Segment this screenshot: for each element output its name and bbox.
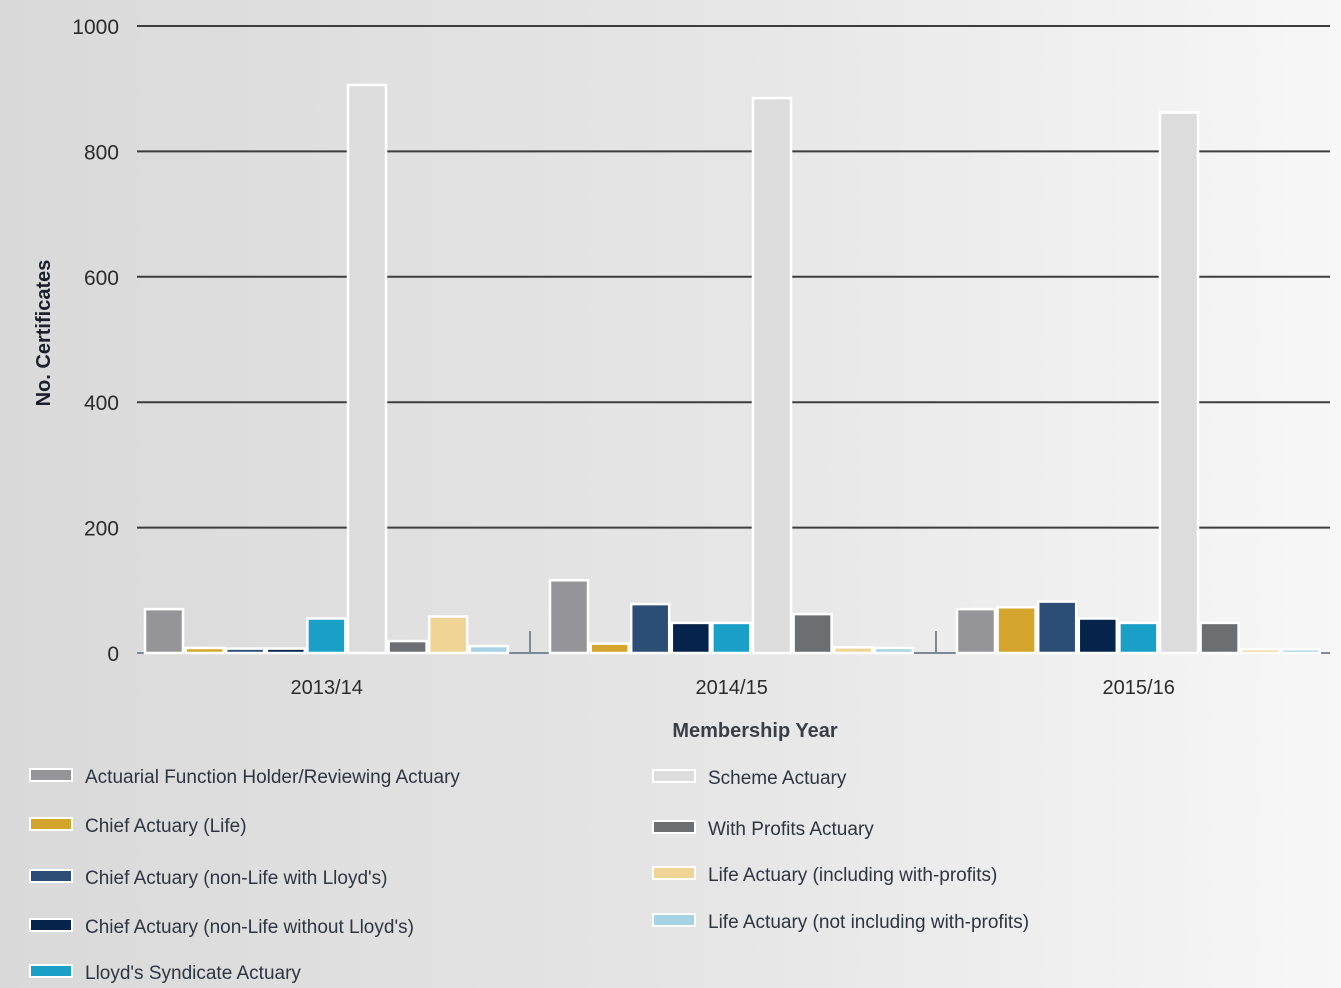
bar	[1118, 621, 1159, 655]
bar	[548, 579, 590, 655]
legend-label: Actuarial Function Holder/Reviewing Actu…	[85, 767, 460, 788]
x-tick-label: 2015/16	[1103, 677, 1175, 699]
legend-swatch	[29, 964, 73, 978]
x-tick-labels: 2013/14 2014/15 2015/16	[291, 677, 1175, 699]
legend-label: Chief Actuary (Life)	[85, 816, 247, 837]
bar	[1239, 647, 1281, 655]
bar	[629, 602, 671, 655]
legend: Actuarial Function Holder/Reviewing Actu…	[29, 767, 1029, 984]
bar	[224, 647, 266, 655]
bar	[265, 647, 307, 655]
legend-label: Scheme Actuary	[708, 768, 847, 789]
bar	[1077, 617, 1119, 655]
y-axis-label: No. Certificates	[33, 260, 55, 407]
bar	[1158, 111, 1200, 655]
bar	[751, 96, 793, 655]
legend-label: Life Actuary (including with-profits)	[708, 865, 997, 886]
legend-label: Life Actuary (not including with-profits…	[708, 912, 1029, 933]
bar	[346, 83, 388, 655]
bar	[1199, 621, 1240, 655]
legend-swatch	[29, 817, 73, 831]
legend-label: Lloyd's Syndicate Actuary	[85, 963, 301, 983]
y-tick-label: 200	[84, 518, 119, 541]
x-axis-label: Membership Year	[672, 720, 837, 742]
bar	[670, 621, 712, 655]
legend-swatch	[652, 820, 696, 834]
bar	[427, 615, 469, 655]
bar	[1280, 647, 1322, 655]
bar	[832, 646, 874, 655]
legend-label: With Profits Actuary	[708, 819, 874, 840]
bar	[387, 639, 428, 655]
bar	[955, 607, 997, 655]
y-tick-label: 400	[84, 392, 119, 415]
legend-swatch	[652, 769, 696, 783]
legend-swatch	[29, 869, 73, 883]
y-tick-label: 0	[107, 643, 119, 666]
bar	[143, 607, 185, 655]
bar	[711, 621, 752, 655]
bar	[792, 612, 833, 655]
legend-swatch	[652, 866, 696, 880]
y-tick-label: 1000	[72, 16, 119, 39]
x-tick-label: 2014/15	[696, 677, 768, 699]
bar	[873, 646, 915, 655]
legend-swatch	[29, 768, 73, 782]
legend-label: Chief Actuary (non-Life without Lloyd's)	[85, 917, 414, 938]
bar	[306, 617, 347, 655]
y-tick-labels: 0 200 400 600 800 1000	[72, 16, 119, 666]
bar	[184, 646, 225, 655]
legend-swatch	[652, 913, 696, 927]
bars	[143, 83, 1322, 655]
y-tick-label: 800	[84, 141, 119, 164]
bar	[1036, 600, 1078, 655]
bar	[468, 644, 510, 655]
bar	[589, 642, 630, 655]
bar	[996, 605, 1037, 655]
y-tick-label: 600	[84, 267, 119, 290]
x-tick-label: 2013/14	[291, 677, 363, 699]
legend-label: Chief Actuary (non-Life with Lloyd's)	[85, 868, 388, 889]
legend-swatch	[29, 918, 73, 932]
gridlines	[137, 25, 1330, 654]
